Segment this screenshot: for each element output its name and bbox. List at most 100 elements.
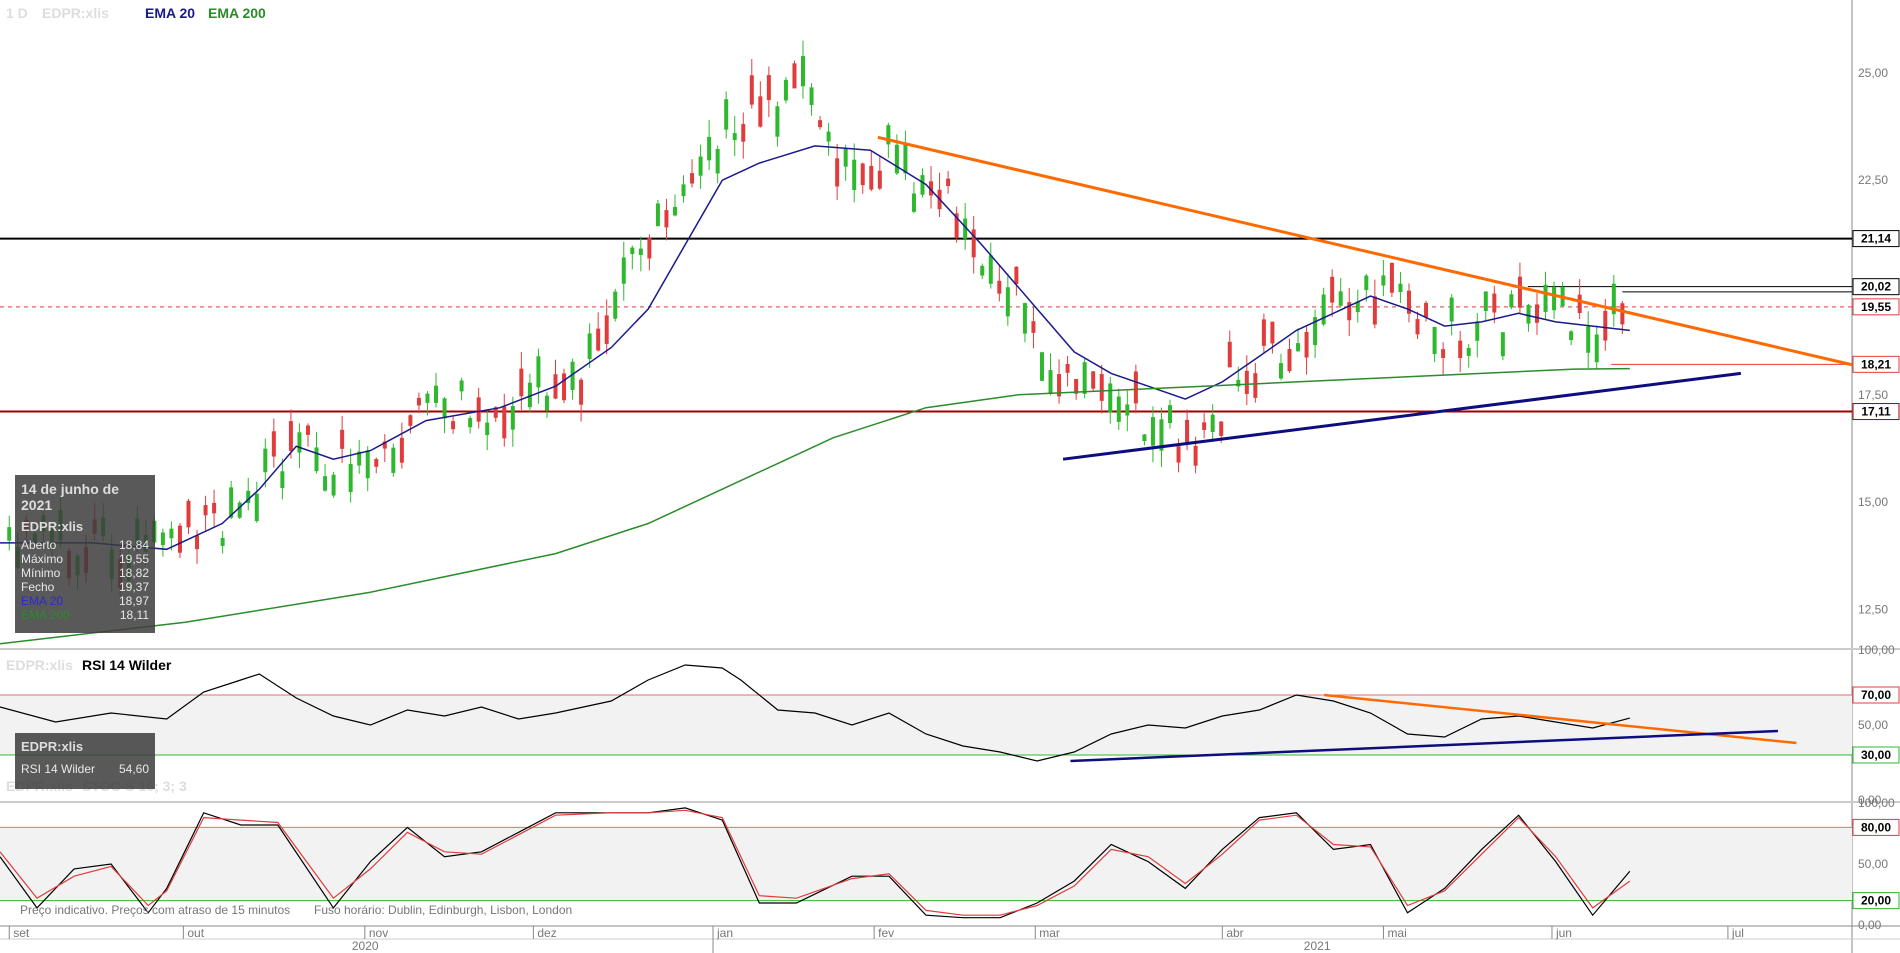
rsi-tick-label: 100,00 — [1858, 643, 1895, 657]
candle-body — [749, 75, 754, 105]
candle-body — [1185, 419, 1190, 444]
candle-body — [1594, 334, 1599, 363]
price-tick-label: 15,00 — [1858, 495, 1888, 509]
price-level-box — [1852, 355, 1900, 373]
tooltip-value: 18,97 — [118, 594, 149, 608]
candle-body — [1244, 370, 1249, 394]
candle-body — [1108, 383, 1113, 413]
candle-body — [587, 333, 592, 360]
tooltip-value: 18,11 — [119, 608, 149, 622]
stoch-line-k — [0, 807, 1631, 919]
candle-body — [485, 422, 490, 436]
candle-body — [997, 280, 1002, 294]
candle-body — [519, 368, 524, 397]
candle-body — [715, 149, 720, 174]
price-level-box — [1852, 403, 1900, 421]
tooltip-label: EMA 20 — [21, 594, 64, 608]
candle-body — [220, 537, 225, 546]
rsi-tooltip-row: RSI 14 Wilder 54,60 — [21, 762, 149, 776]
candle-body — [1176, 446, 1181, 463]
price-level-box — [1852, 298, 1900, 316]
rsi-level-box — [1852, 746, 1900, 764]
candle-body — [1236, 379, 1241, 387]
month-label: fev — [878, 926, 894, 940]
price-level-label: 18,21 — [1861, 357, 1891, 371]
rsi-tooltip-value: 54,60 — [118, 762, 149, 776]
trendline-navy — [1062, 371, 1742, 461]
tooltip-label: Aberto — [21, 538, 57, 552]
candle-body — [1569, 331, 1574, 341]
candle-body — [655, 203, 660, 227]
candle-body — [442, 398, 447, 419]
candle-body — [425, 393, 430, 403]
candle-body — [860, 163, 865, 186]
rsi-symbol-label: EDPR:xlis — [6, 657, 73, 673]
month-label: jul — [1731, 926, 1744, 940]
price-tick-label: 17,50 — [1858, 388, 1888, 402]
ema200-line — [0, 367, 1630, 645]
candle-body — [348, 463, 353, 493]
candle-body — [988, 255, 993, 284]
rsi-tooltip-symbol: EDPR:xlis — [21, 739, 84, 754]
candle-body — [1022, 303, 1027, 334]
rsi-level-label: 30,00 — [1861, 748, 1891, 762]
price-level-label: 17,11 — [1861, 405, 1891, 419]
candle-body — [1509, 294, 1514, 308]
month-label: set — [13, 926, 30, 940]
candle-body — [186, 500, 191, 528]
rsi-level-box — [1852, 686, 1900, 704]
candle-body — [886, 125, 891, 145]
month-label: abr — [1226, 926, 1243, 940]
rsi-tooltip-label: RSI 14 Wilder — [21, 762, 96, 776]
tooltip-label: Máximo — [21, 552, 64, 566]
candle-body — [1270, 321, 1275, 344]
candle-body — [399, 437, 404, 463]
candle-body — [843, 148, 848, 167]
candle-body — [365, 450, 370, 479]
candle-body — [809, 87, 814, 106]
stoch-tick-label: 0,00 — [1858, 918, 1882, 932]
candle-body — [792, 63, 797, 89]
candle-body — [476, 397, 481, 422]
candle-body — [604, 315, 609, 344]
rsi-line — [0, 664, 1630, 762]
tooltip-label: EMA 200 — [21, 608, 70, 622]
candle-body — [980, 265, 985, 276]
candle-body — [1031, 321, 1036, 333]
stoch-line-d — [0, 809, 1631, 916]
candle-body — [1611, 283, 1616, 315]
stoch-level-label: 20,00 — [1861, 894, 1891, 908]
candle-body — [1074, 379, 1079, 394]
candle-body — [1466, 347, 1471, 356]
candle-body — [1091, 371, 1096, 389]
candle-body — [1278, 363, 1283, 379]
candle-body — [246, 490, 251, 504]
candle-body — [1492, 293, 1497, 313]
tooltip-row-high: Máximo 19,55 — [21, 552, 149, 566]
candle-body — [1441, 349, 1446, 358]
candle-body — [1500, 332, 1505, 357]
candle-body — [894, 144, 899, 174]
candle-body — [1398, 283, 1403, 292]
candle-body — [280, 471, 285, 488]
candle-body — [1415, 319, 1420, 335]
candle-body — [1321, 294, 1326, 325]
price-tick-label: 22,50 — [1858, 173, 1888, 187]
candle-body — [971, 229, 976, 258]
candle-body — [1313, 317, 1318, 346]
candle-body — [963, 218, 968, 239]
candle-body — [169, 528, 174, 539]
rsi-band — [0, 695, 1852, 755]
candle-body — [1526, 304, 1531, 324]
candle-body — [1219, 421, 1224, 436]
candle-body — [1202, 422, 1207, 430]
tooltip-label: Fecho — [21, 580, 55, 594]
month-label: out — [187, 926, 204, 940]
candle-body — [775, 106, 780, 137]
candle-body — [1552, 286, 1557, 311]
candle-body — [664, 210, 669, 228]
candle-body — [1577, 294, 1582, 314]
candle-body — [1406, 290, 1411, 314]
candle-body — [1296, 343, 1301, 352]
